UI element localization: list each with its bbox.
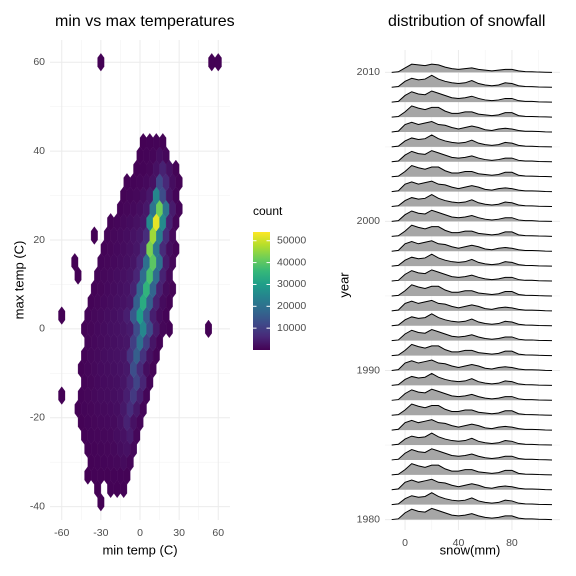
ridge-area — [391, 165, 552, 177]
ridge-area — [391, 194, 552, 207]
y-axis-label: max temp (C) — [11, 241, 26, 320]
ridge-line — [391, 448, 552, 461]
ridge-line — [391, 180, 552, 193]
hex — [90, 226, 98, 245]
ridge-area — [391, 225, 552, 237]
x-tick-label: 30 — [173, 527, 185, 539]
text-layer: min vs max temperatures min temp (C) max… — [11, 13, 545, 557]
ridge-area — [391, 75, 552, 88]
ridge-line — [391, 313, 552, 327]
x-tick-label: -30 — [93, 527, 108, 539]
x-tick-label: 60 — [212, 527, 224, 539]
ridge-line — [391, 121, 552, 133]
ridge-area — [391, 492, 552, 505]
x-axis-label: min temp (C) — [102, 542, 177, 557]
ridge-line — [391, 194, 552, 208]
ridge-line — [391, 105, 552, 118]
legend-title: count — [253, 204, 283, 218]
hex — [205, 319, 212, 339]
y-tick-label: -40 — [30, 500, 45, 512]
x-tick-label: 0 — [402, 537, 408, 549]
legend-label: 40000 — [277, 256, 306, 268]
ridge-line — [391, 284, 552, 297]
ridge-line — [391, 403, 552, 416]
y-tick-label: 20 — [33, 234, 45, 246]
ridge-line — [391, 478, 552, 491]
ridge-line — [391, 463, 552, 476]
hex — [159, 133, 167, 152]
y-tick-label: 2000 — [357, 215, 381, 227]
legend-label: 10000 — [277, 322, 306, 334]
ridge-line — [391, 90, 552, 103]
ridge-line — [391, 209, 552, 222]
legend-label: 20000 — [277, 300, 306, 312]
ridge-area — [391, 433, 552, 446]
ridge-line — [391, 150, 552, 163]
ridge-line — [391, 432, 552, 446]
ridge-line — [391, 240, 552, 252]
y-tick-label: -20 — [30, 412, 45, 424]
ridge-line — [391, 328, 552, 342]
y-axis-label: year — [336, 272, 351, 298]
hex — [58, 306, 66, 325]
ridge-line — [391, 419, 552, 431]
marks-layer — [58, 53, 552, 521]
ridge-line — [391, 359, 552, 371]
y-tick-label: 2010 — [357, 66, 381, 78]
hex — [214, 53, 222, 72]
ridge-line — [391, 299, 552, 312]
ridge-area — [391, 254, 552, 267]
legend-label: 30000 — [277, 278, 306, 290]
ridge-area — [391, 373, 552, 386]
legend-label: 50000 — [277, 235, 306, 247]
y-tick-label: 0 — [39, 323, 45, 335]
ridge-area — [391, 463, 552, 475]
ridge-line — [391, 224, 552, 237]
ridge-line — [391, 253, 552, 267]
ridge-line — [391, 492, 552, 506]
ridge-line — [391, 388, 552, 401]
hex — [97, 53, 105, 72]
x-tick-label: 40 — [453, 537, 465, 549]
chart-title: distribution of snowfall — [388, 13, 545, 30]
ridge-line — [391, 343, 552, 357]
y-tick-label: 1990 — [357, 364, 381, 376]
y-tick-label: 40 — [33, 145, 45, 157]
ridge-area — [391, 105, 552, 118]
y-tick-label: 60 — [33, 56, 45, 68]
hex — [58, 386, 66, 405]
ridge-line — [391, 507, 552, 521]
ridge-line — [391, 269, 552, 282]
ridge-line — [391, 134, 552, 148]
ridge-area — [391, 404, 552, 416]
ridge-line — [391, 372, 552, 386]
ridge-area — [391, 344, 552, 356]
x-axis-label: snow(mm) — [440, 542, 501, 557]
chart-title: min vs max temperatures — [55, 13, 235, 30]
hex — [71, 253, 79, 272]
y-tick-label: 1980 — [357, 513, 381, 525]
ridge-area — [391, 284, 552, 296]
ridge-line — [391, 164, 552, 178]
x-tick-label: 80 — [506, 537, 518, 549]
hex — [172, 159, 180, 179]
x-tick-label: 0 — [137, 527, 143, 539]
hex — [208, 53, 216, 72]
ridge-line — [391, 63, 552, 73]
ridge-area — [391, 134, 552, 147]
x-tick-label: -60 — [54, 527, 69, 539]
colorbar — [253, 232, 270, 350]
ridge-area — [391, 313, 552, 326]
ridge-line — [391, 74, 552, 88]
